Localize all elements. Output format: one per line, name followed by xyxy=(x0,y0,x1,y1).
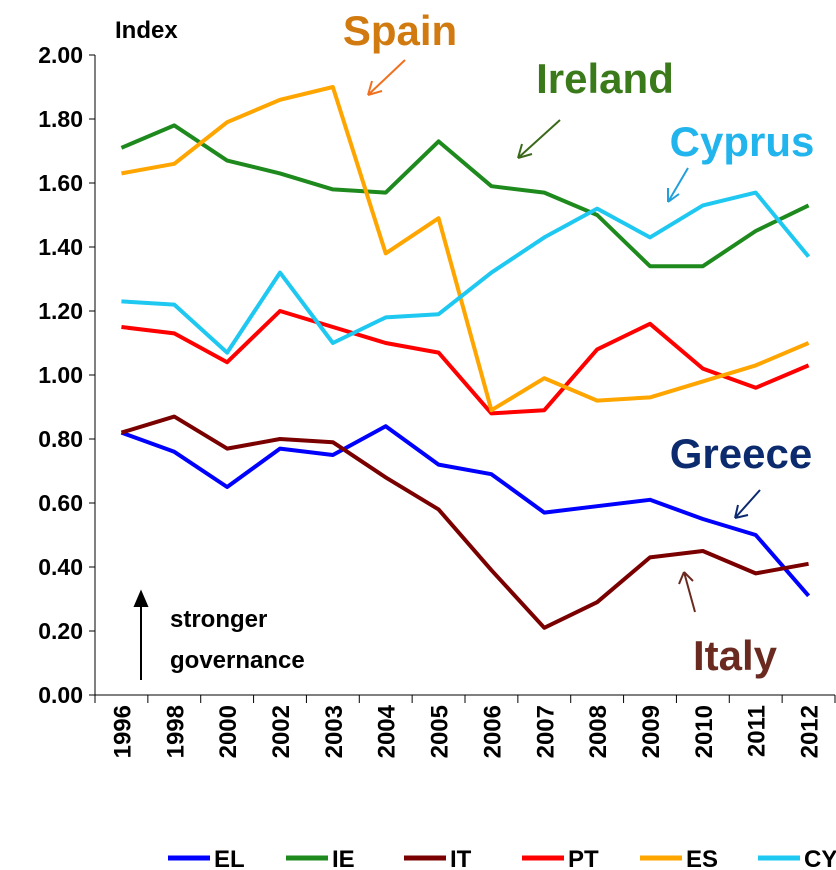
series-line xyxy=(120,414,809,630)
x-tick-label: 2008 xyxy=(585,705,612,758)
x-tick-label: 2010 xyxy=(691,705,718,758)
x-tick-label: 2012 xyxy=(797,705,824,758)
x-tick-label: 2007 xyxy=(532,705,559,758)
x-tick-label: 2004 xyxy=(374,704,401,758)
x-tick-label: 2002 xyxy=(268,705,295,758)
arrows xyxy=(133,59,761,680)
y-tick-label: 1.40 xyxy=(38,234,83,260)
x-tick-label: 1996 xyxy=(109,705,136,758)
annotation: Greece xyxy=(670,430,812,477)
legend-label: EL xyxy=(214,846,245,870)
annotation: stronger xyxy=(170,606,267,633)
x-tick-label: 2000 xyxy=(215,705,242,758)
y-tick-label: 0.60 xyxy=(38,490,83,516)
y-tick-label: 1.80 xyxy=(38,106,83,132)
y-tick-label: 1.60 xyxy=(38,170,83,196)
x-tick-label: 2005 xyxy=(427,705,454,758)
x-tick-label: 2006 xyxy=(479,705,506,758)
x-tick-label: 1998 xyxy=(162,705,189,758)
annotation: Cyprus xyxy=(670,118,815,165)
annotation: governance xyxy=(170,647,305,674)
y-tick-label: 1.20 xyxy=(38,298,83,324)
x-tick-label: 2003 xyxy=(321,705,348,758)
y-tick-label: 0.20 xyxy=(38,618,83,644)
series-line xyxy=(120,123,810,269)
x-tick-label: 2009 xyxy=(638,705,665,758)
series-line xyxy=(121,190,811,355)
legend-label: CY xyxy=(804,846,836,870)
y-tick-label: 0.00 xyxy=(38,682,83,708)
axis-label: Index xyxy=(115,17,178,44)
legend-label: IT xyxy=(450,846,472,870)
legend-label: PT xyxy=(568,846,599,870)
y-tick-label: 0.80 xyxy=(38,426,83,452)
x-tick-label: 2011 xyxy=(744,705,771,757)
legend-label: ES xyxy=(686,846,718,870)
legend-label: IE xyxy=(332,846,355,870)
annotation: Italy xyxy=(693,632,778,679)
annotation: Ireland xyxy=(536,55,674,102)
annotation: Spain xyxy=(343,7,457,54)
y-tick-label: 2.00 xyxy=(38,42,83,68)
series-line xyxy=(121,309,810,416)
series-line xyxy=(120,424,811,598)
y-tick-label: 0.40 xyxy=(38,554,83,580)
series-line xyxy=(121,85,810,413)
y-tick-label: 1.00 xyxy=(38,362,83,388)
